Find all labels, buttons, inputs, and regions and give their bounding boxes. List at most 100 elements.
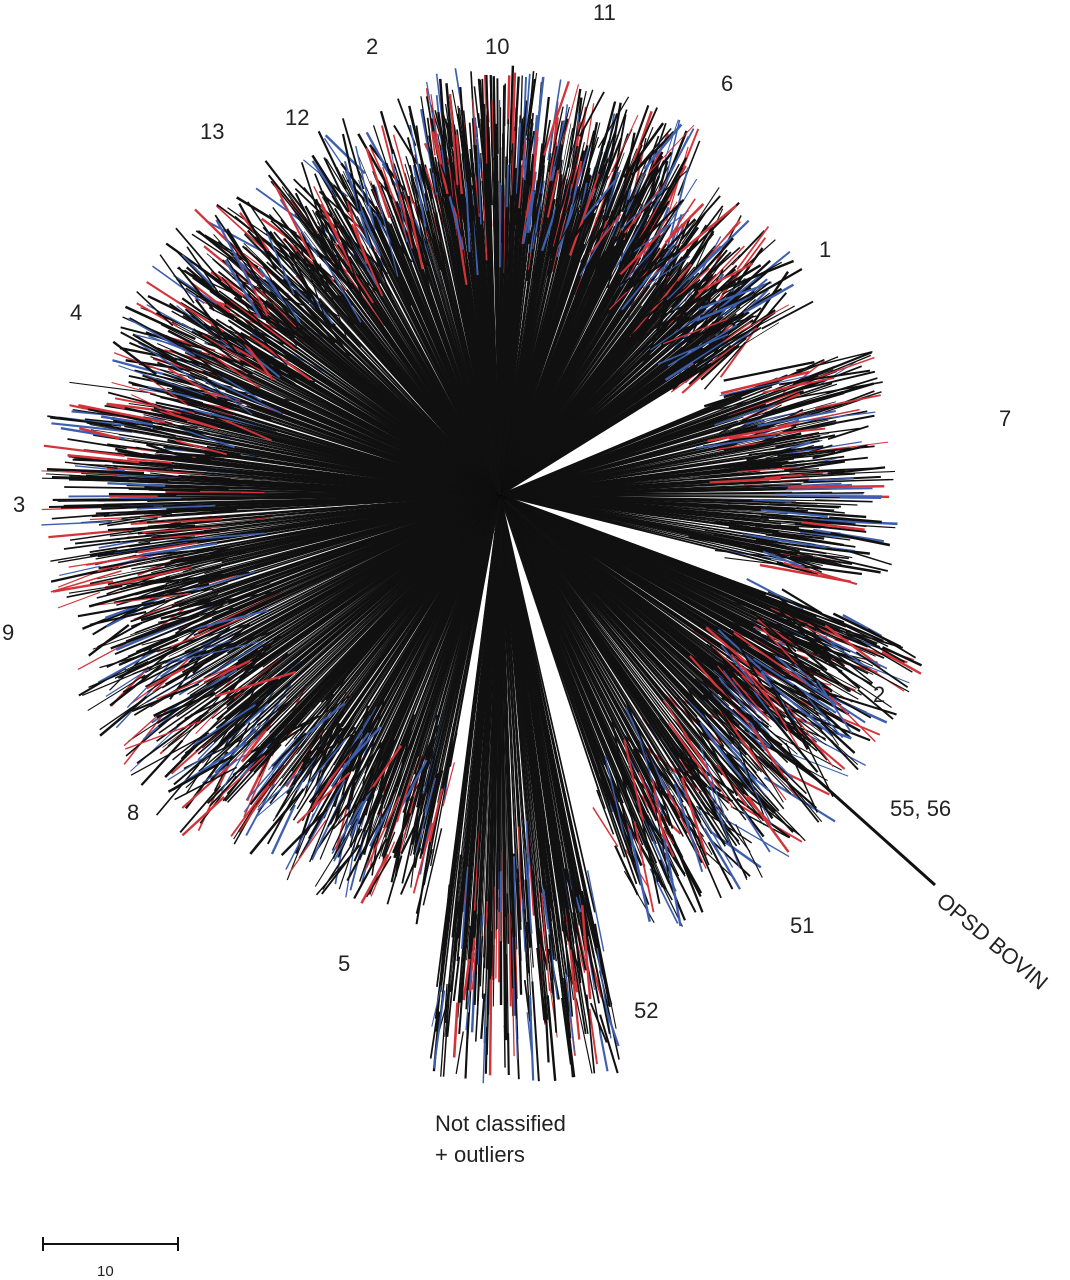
tree-leaf-tip xyxy=(449,949,457,993)
clade-label-51: 51 xyxy=(790,913,814,938)
tree-leaf-tip xyxy=(215,415,273,442)
tree-leaf-tip xyxy=(463,110,470,166)
tree-leaf-tip xyxy=(827,466,886,475)
tree-leaf-tip xyxy=(703,381,780,408)
tree-leaf-tip xyxy=(64,486,164,490)
tree-leaf-tip xyxy=(658,859,686,921)
tree-leaf-tip xyxy=(246,320,302,370)
tree-leaf-tip xyxy=(630,130,675,177)
tree-leaf-tip xyxy=(637,200,662,242)
tree-leaf-tip xyxy=(400,191,421,270)
tree-leaf-tip xyxy=(321,190,366,270)
tree-leaf-tip xyxy=(300,162,328,240)
tree-leaf-tip xyxy=(670,834,704,913)
tree-leaf-tip xyxy=(720,486,791,490)
tree-leaf-tip xyxy=(736,225,770,270)
tree-leaf-tip xyxy=(174,248,213,288)
tree-leaf-tip xyxy=(814,663,852,693)
tree-leaf-tip xyxy=(272,180,314,261)
tree-leaf-tip xyxy=(744,770,773,825)
tree-leaf-tip xyxy=(778,369,871,386)
tree-leaf-tip xyxy=(156,691,216,719)
tree-leaf-tip xyxy=(75,465,125,472)
tree-leaf-tip xyxy=(511,72,517,150)
tree-leaf-tip xyxy=(514,936,518,1000)
tree-leaf-tip xyxy=(412,164,427,228)
tree-leaf-tip xyxy=(125,718,170,757)
tree-leaf-tip xyxy=(762,550,805,569)
tree-branch xyxy=(499,392,845,496)
tree-leaf-tip xyxy=(229,299,297,350)
tree-leaf-tip xyxy=(426,117,438,193)
tree-leaf-tip xyxy=(781,414,875,435)
tree-leaf-tip xyxy=(224,259,262,319)
tree-leaf-tip xyxy=(580,905,592,1000)
tree-leaf-tip xyxy=(704,219,741,262)
tree-leaf-tip xyxy=(508,913,512,1007)
tree-leaf-tip xyxy=(167,367,218,399)
tree-leaf-tip xyxy=(796,507,845,514)
tree-leaf-tip xyxy=(578,186,612,232)
tree-leaf-tip xyxy=(137,341,196,381)
tree-leaf-tip xyxy=(365,855,392,898)
tree-leaf-tip xyxy=(735,770,794,833)
tree-leaf-tip xyxy=(445,83,454,148)
tree-leaf-tip xyxy=(180,254,216,290)
tree-leaf-tip xyxy=(529,72,538,119)
tree-leaf-tip xyxy=(126,573,223,588)
tree-leaf-tip xyxy=(106,601,155,628)
tree-leaf-tip xyxy=(531,981,540,1082)
tree-leaf-tip xyxy=(264,160,308,215)
tree-leaf-tip xyxy=(48,528,130,539)
tree-leaf-tip xyxy=(355,145,375,226)
tree-leaf-tip xyxy=(792,351,873,385)
tree-leaf-tip xyxy=(735,823,763,878)
tree-branch xyxy=(128,494,501,614)
tree-leaf-tip xyxy=(596,948,612,1039)
tree-leaf-tip xyxy=(380,125,407,217)
tree-leaf-tip xyxy=(624,245,686,293)
tree-leaf-tip xyxy=(806,696,844,739)
tree-leaf-tip xyxy=(301,717,355,769)
tree-leaf-tip xyxy=(546,169,560,218)
tree-leaf-tip xyxy=(241,317,288,366)
tree-leaf-tip xyxy=(785,643,827,695)
tree-leaf-tip xyxy=(89,541,151,554)
tree-leaf-tip xyxy=(493,79,496,148)
tree-leaf-tip xyxy=(536,947,545,1021)
tree-leaf-tip xyxy=(148,488,201,493)
tree-leaf-tip xyxy=(64,461,118,470)
tree-leaf-tip xyxy=(691,831,722,899)
tree-leaf-tip xyxy=(409,124,428,211)
tree-leaf-tip xyxy=(704,528,779,544)
tree-leaf-tip xyxy=(723,678,761,719)
tree-leaf-tip xyxy=(416,777,437,852)
tree-leaf-tip xyxy=(619,151,664,229)
tree-leaf-tip xyxy=(845,632,913,673)
tree-leaf-tip xyxy=(706,785,741,869)
tree-leaf-tip xyxy=(93,434,159,446)
tree-leaf-tip xyxy=(503,859,507,916)
tree-leaf-tip xyxy=(173,641,260,663)
tree-leaf-tip xyxy=(565,974,576,1052)
tree-leaf-tip xyxy=(820,492,865,494)
tree-leaf-tip xyxy=(77,642,127,670)
tree-leaf-tip xyxy=(792,684,852,740)
tree-leaf-tip xyxy=(538,119,551,180)
tree-leaf-tip xyxy=(717,259,772,310)
tree-leaf-tip xyxy=(247,201,279,247)
tree-leaf-tip xyxy=(750,610,797,653)
tree-leaf-tip xyxy=(775,434,836,448)
tree-leaf-tip xyxy=(130,394,175,415)
tree-leaf-tip xyxy=(380,713,415,805)
tree-leaf-tip xyxy=(615,253,674,288)
tree-leaf-tip xyxy=(764,678,834,737)
tree-leaf-tip xyxy=(796,381,883,399)
tree-leaf-tip xyxy=(88,660,149,689)
tree-leaf-tip xyxy=(554,106,570,167)
tree-leaf-tip xyxy=(693,470,791,478)
tree-leaf-tip xyxy=(745,739,784,803)
tree-leaf-tip xyxy=(390,147,408,243)
tree-leaf-tip xyxy=(455,134,464,195)
